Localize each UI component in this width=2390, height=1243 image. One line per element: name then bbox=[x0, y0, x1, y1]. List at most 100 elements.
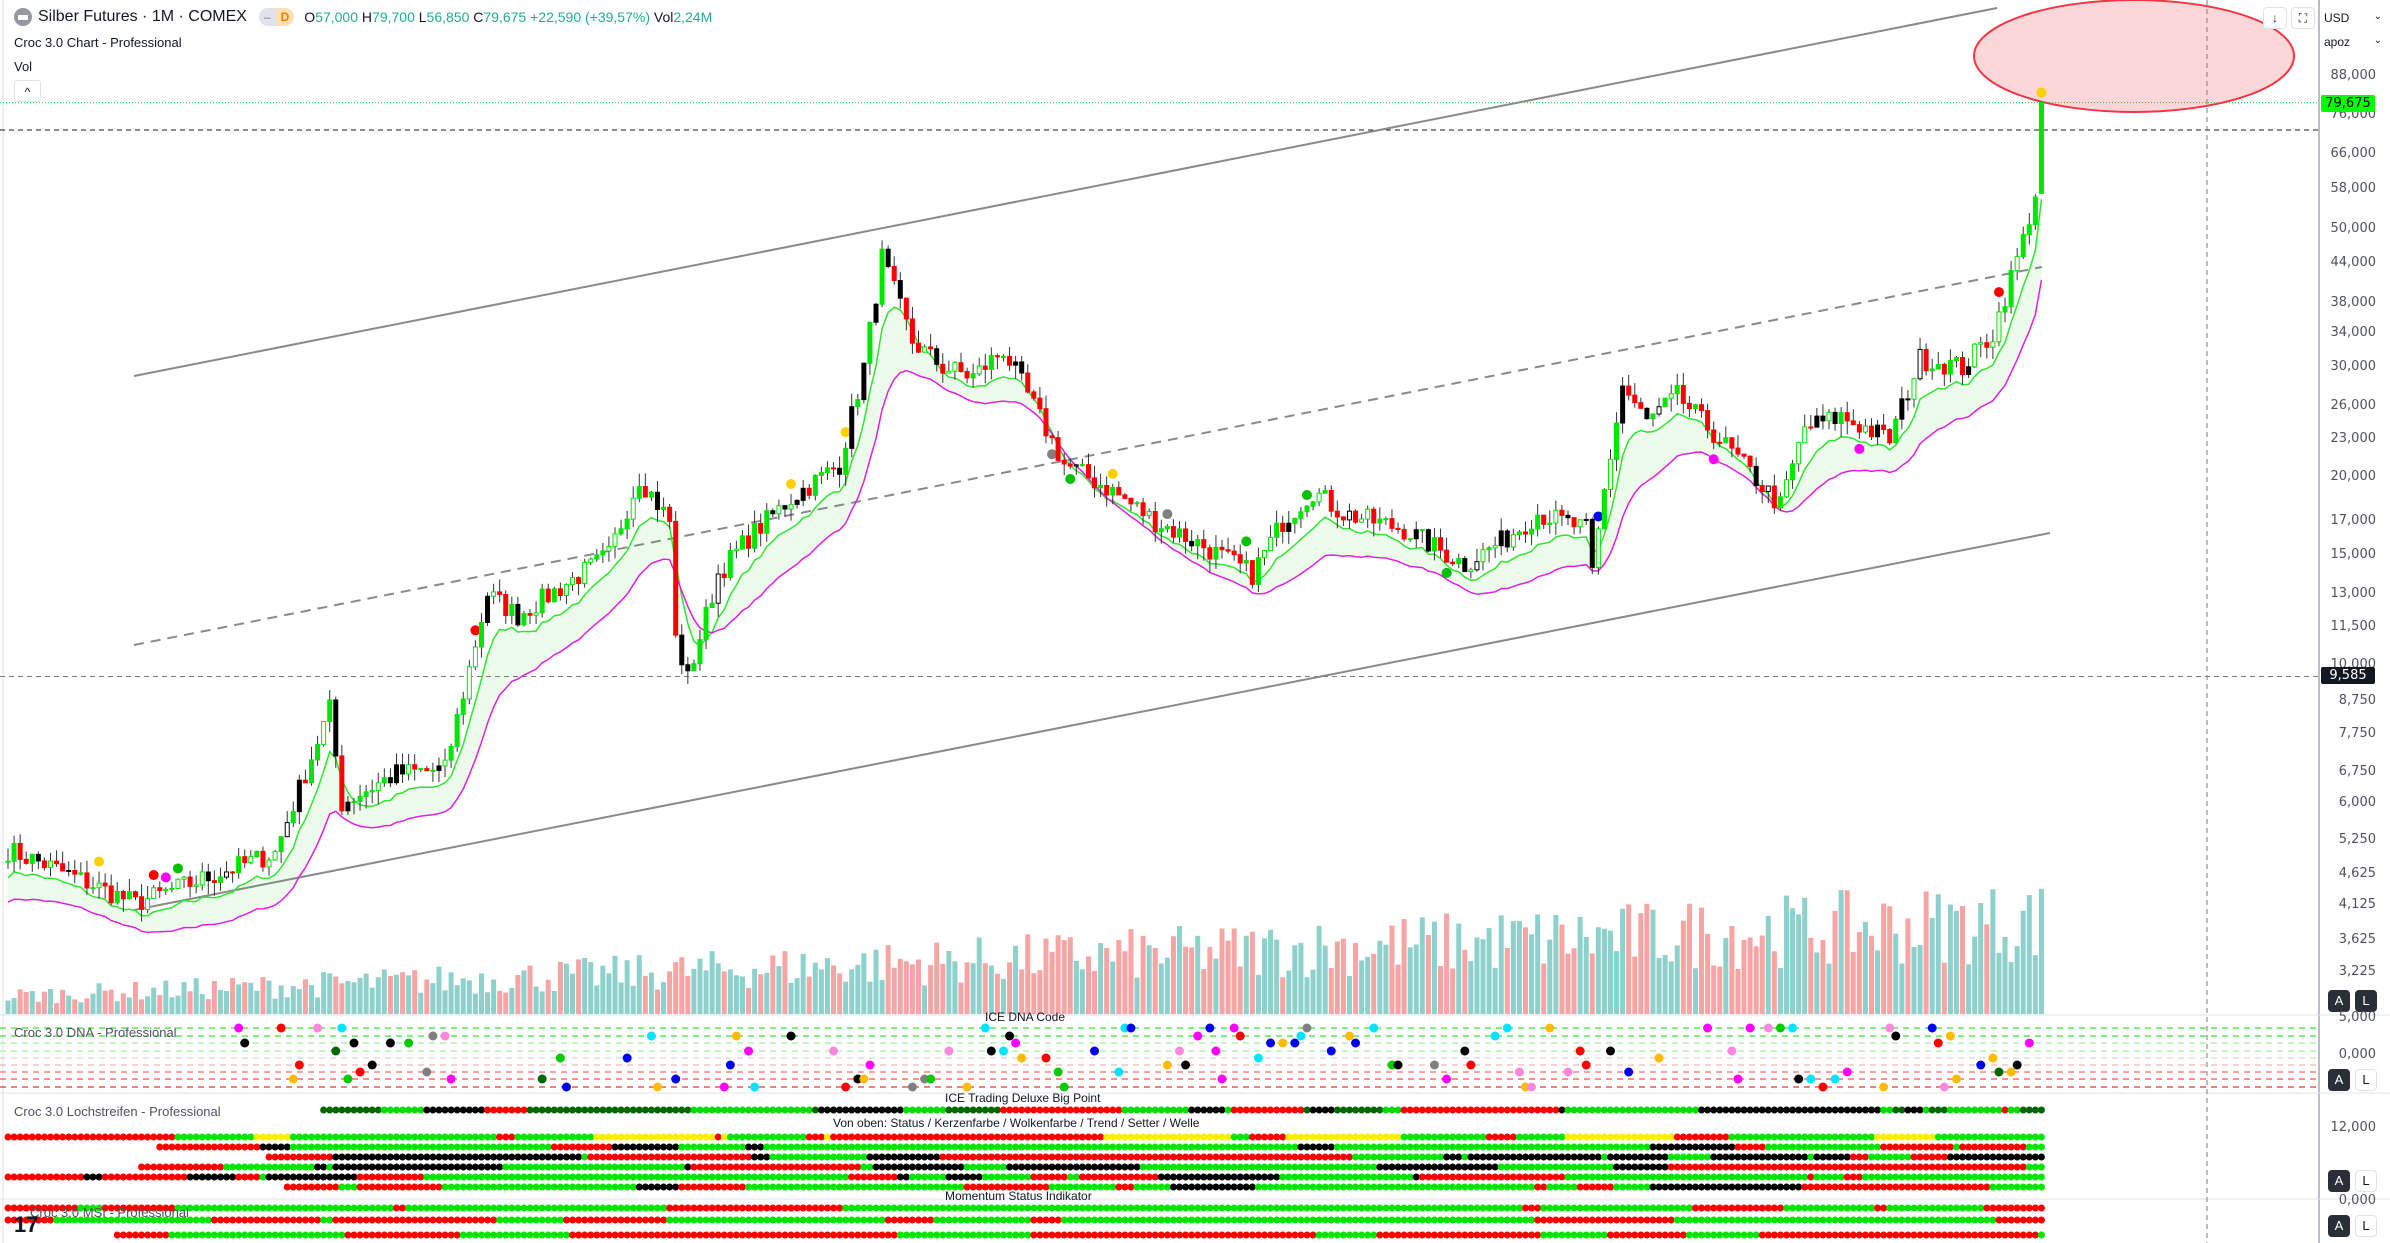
msi-dot bbox=[969, 1204, 977, 1212]
log-scale-button[interactable]: L bbox=[2355, 1215, 2377, 1237]
lochstreifen-dot bbox=[1012, 1163, 1020, 1171]
msi-dot bbox=[1339, 1231, 1347, 1239]
big-point-dot bbox=[999, 1106, 1007, 1114]
lochstreifen-dot bbox=[1861, 1133, 1869, 1141]
fullscreen-button[interactable]: ⛶ bbox=[2291, 7, 2315, 29]
lochstreifen-dot bbox=[957, 1173, 965, 1181]
candle-body bbox=[151, 887, 157, 900]
lochstreifen-dot bbox=[1971, 1183, 1979, 1191]
lochstreifen-dot bbox=[1443, 1183, 1451, 1191]
candle-body bbox=[29, 853, 35, 864]
log-scale-button[interactable]: L bbox=[2355, 1170, 2377, 1192]
lochstreifen-dot bbox=[1898, 1133, 1906, 1141]
indicator-legend-volume[interactable]: Vol bbox=[14, 59, 33, 74]
lochstreifen-dot bbox=[884, 1143, 892, 1151]
volume-bar bbox=[612, 955, 618, 1014]
volume-bar bbox=[1183, 946, 1189, 1014]
lochstreifen-dot bbox=[1952, 1143, 1960, 1151]
candle-body bbox=[1413, 529, 1419, 540]
lochstreifen-dot bbox=[1849, 1153, 1857, 1161]
msi-dot bbox=[2001, 1216, 2009, 1224]
volume-bar bbox=[1365, 956, 1371, 1014]
lochstreifen-dot bbox=[1169, 1173, 1177, 1181]
dna-pane-title[interactable]: Croc 3.0 DNA - Professional bbox=[14, 1025, 177, 1040]
volume-bar bbox=[1644, 903, 1650, 1014]
lochstreifen-pane-title[interactable]: Croc 3.0 Lochstreifen - Professional bbox=[14, 1104, 221, 1119]
candle-body bbox=[1085, 464, 1091, 479]
collapse-legend-button[interactable]: ^ bbox=[14, 80, 41, 102]
auto-scale-button[interactable]: A bbox=[2328, 1215, 2350, 1237]
auto-scale-button[interactable]: A bbox=[2328, 1069, 2350, 1091]
msi-dot bbox=[156, 1204, 164, 1212]
msi-dot bbox=[1382, 1231, 1390, 1239]
log-scale-button[interactable]: L bbox=[2355, 990, 2377, 1012]
msi-dot bbox=[848, 1231, 856, 1239]
auto-scale-button[interactable]: A bbox=[2328, 1170, 2350, 1192]
msi-dot bbox=[1910, 1231, 1918, 1239]
lochstreifen-dot bbox=[1570, 1153, 1578, 1161]
lochstreifen-dot bbox=[1248, 1133, 1256, 1141]
msi-dot bbox=[647, 1231, 655, 1239]
msi-dot bbox=[241, 1231, 249, 1239]
msi-dot bbox=[1176, 1204, 1184, 1212]
symbol-title[interactable]: Silber Futures · 1M · COMEX bbox=[38, 8, 247, 25]
lochstreifen-dot bbox=[1279, 1143, 1287, 1151]
volume-bar bbox=[1626, 904, 1632, 1014]
msi-dot bbox=[1619, 1231, 1627, 1239]
msi-dot bbox=[1345, 1216, 1353, 1224]
big-point-dot bbox=[915, 1106, 922, 1114]
big-point-dot bbox=[1115, 1106, 1123, 1114]
volume-bar bbox=[400, 972, 406, 1014]
msi-dot bbox=[253, 1204, 261, 1212]
lochstreifen-dot bbox=[1333, 1153, 1341, 1161]
log-scale-button[interactable]: L bbox=[2355, 1069, 2377, 1091]
lochstreifen-dot bbox=[283, 1153, 291, 1161]
volume-bar bbox=[1699, 907, 1705, 1014]
market-status-badge[interactable]: – D bbox=[258, 8, 295, 26]
msi-dot bbox=[1206, 1216, 1214, 1224]
lochstreifen-dot bbox=[338, 1153, 346, 1161]
msi-dot bbox=[745, 1204, 753, 1212]
big-point-dot bbox=[653, 1106, 661, 1114]
big-point-dot bbox=[1546, 1106, 1554, 1114]
lochstreifen-dot bbox=[380, 1133, 388, 1141]
currency-select[interactable]: USD ⌄ bbox=[2324, 11, 2384, 28]
msi-dot bbox=[526, 1231, 534, 1239]
lochstreifen-dot bbox=[581, 1183, 589, 1191]
big-point-dot bbox=[1388, 1106, 1396, 1114]
msi-dot bbox=[265, 1216, 273, 1224]
big-point-dot bbox=[1467, 1106, 1475, 1114]
lochstreifen-dot bbox=[1825, 1133, 1833, 1141]
lochstreifen-dot bbox=[368, 1163, 376, 1171]
lochstreifen-dot bbox=[59, 1133, 67, 1141]
big-point-dot bbox=[1103, 1106, 1111, 1114]
lochstreifen-dot bbox=[696, 1153, 704, 1161]
lochstreifen-dot bbox=[1072, 1143, 1080, 1151]
msi-dot bbox=[1400, 1231, 1408, 1239]
lochstreifen-dot bbox=[611, 1153, 619, 1161]
candle-body bbox=[1340, 516, 1346, 521]
lochstreifen-dot bbox=[1437, 1183, 1445, 1191]
tradingview-logo[interactable]: 17 bbox=[14, 1212, 39, 1237]
lochstreifen-dot bbox=[16, 1133, 24, 1141]
unit-select[interactable]: apoz ⌄ bbox=[2324, 35, 2384, 52]
lochstreifen-dot bbox=[271, 1143, 279, 1151]
lochstreifen-dot bbox=[896, 1133, 904, 1141]
auto-scale-button[interactable]: A bbox=[2328, 990, 2350, 1012]
lochstreifen-dot bbox=[1327, 1183, 1335, 1191]
candle-body bbox=[1346, 510, 1352, 521]
msi-dot bbox=[763, 1231, 771, 1239]
lochstreifen-dot bbox=[532, 1143, 540, 1151]
lochstreifen-dot bbox=[2031, 1183, 2039, 1191]
msi-pane-title[interactable]: Croc 3.0 MSI - Professional bbox=[30, 1205, 189, 1220]
indicator-legend-croc-chart[interactable]: Croc 3.0 Chart - Professional bbox=[14, 35, 182, 50]
lochstreifen-dot bbox=[484, 1143, 492, 1151]
msi-dot bbox=[1843, 1231, 1851, 1239]
lochstreifen-dot bbox=[362, 1183, 370, 1191]
msi-dot bbox=[872, 1216, 880, 1224]
msi-dot bbox=[575, 1231, 583, 1239]
big-point-dot bbox=[1971, 1106, 1979, 1114]
lochstreifen-dot bbox=[1783, 1163, 1791, 1171]
scroll-to-latest-button[interactable]: ↓ bbox=[2263, 7, 2287, 29]
